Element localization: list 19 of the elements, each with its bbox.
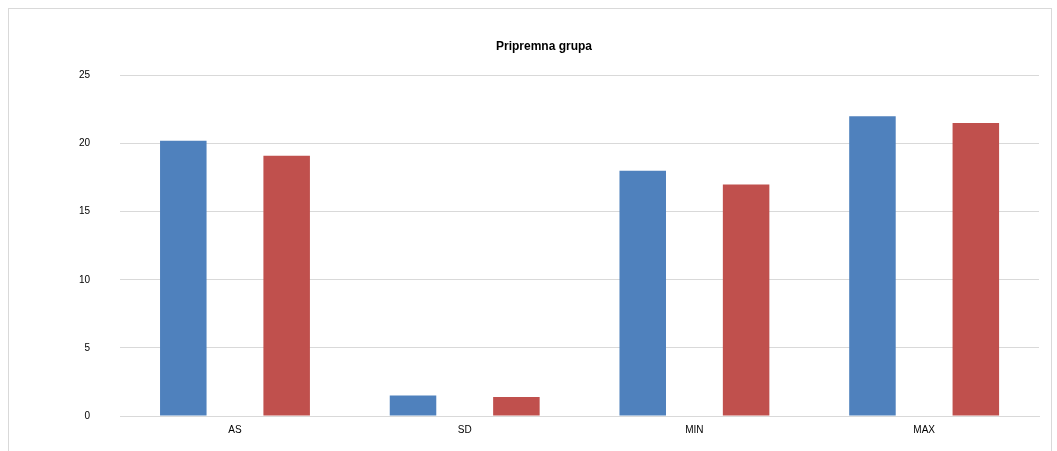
- y-tick-label: 5: [84, 341, 91, 353]
- bar: [849, 116, 896, 416]
- y-tick-label: 0: [84, 409, 91, 421]
- x-tick-label: MIN: [685, 423, 704, 435]
- x-tick-label: MAX: [913, 423, 936, 435]
- bar: [160, 140, 207, 416]
- chart-title: Pripremna grupa: [495, 38, 593, 53]
- x-tick-label: SD: [457, 423, 472, 435]
- bar: [952, 123, 1000, 416]
- y-tick-label: 15: [79, 205, 91, 217]
- y-tick-label: 25: [79, 69, 91, 81]
- bar: [619, 170, 666, 416]
- bar: [263, 155, 310, 416]
- bar: [389, 395, 437, 416]
- x-tick-label: AS: [228, 423, 242, 435]
- bar: [493, 396, 540, 416]
- y-tick-label: 20: [79, 137, 91, 149]
- y-tick-label: 10: [79, 273, 91, 285]
- bar: [722, 184, 770, 416]
